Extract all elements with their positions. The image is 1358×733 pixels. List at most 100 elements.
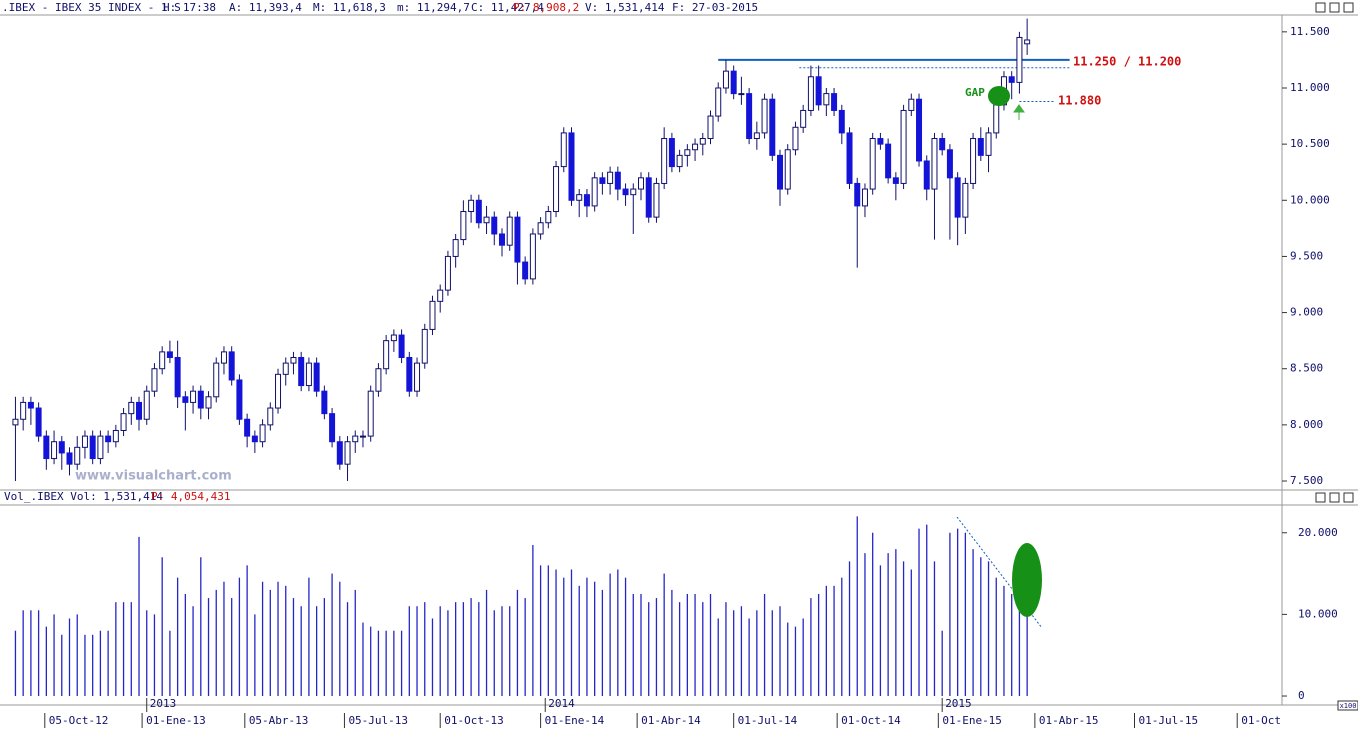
candle-body xyxy=(900,109,907,184)
candle-body xyxy=(475,199,482,224)
open: A: 11,393,4 xyxy=(229,1,302,14)
candle-body xyxy=(846,132,853,184)
candle-body xyxy=(228,351,235,381)
candle-body xyxy=(20,401,27,420)
candle-body xyxy=(120,413,127,431)
volume-unit: x100 xyxy=(1340,702,1357,710)
candle-body xyxy=(182,396,189,403)
candle-body xyxy=(460,211,467,241)
unit-box xyxy=(1337,700,1358,711)
candle-body xyxy=(769,98,776,156)
y-tick-label: 8.000 xyxy=(1290,418,1323,431)
arrow xyxy=(1013,104,1025,120)
candle-body xyxy=(715,87,722,117)
candle-body xyxy=(761,98,768,134)
candle-body xyxy=(298,356,305,387)
candle-body xyxy=(329,413,336,443)
candle-body xyxy=(977,138,984,156)
candle-body xyxy=(985,132,992,156)
window-buttons[interactable] xyxy=(1315,2,1354,503)
candle-body xyxy=(553,166,560,213)
volume-prev: P: 4,054,431 xyxy=(151,490,230,503)
y-tick-label: 10.000 xyxy=(1298,607,1338,620)
candle-body xyxy=(344,441,351,465)
candle-body xyxy=(244,418,251,437)
volume-label: Vol_.IBEX Vol: 1,531,414 xyxy=(4,490,163,503)
vol: V: 1,531,414 xyxy=(585,1,665,14)
button[interactable] xyxy=(1329,492,1340,503)
candle-body xyxy=(66,452,73,465)
candle-body xyxy=(105,435,112,443)
candle-body xyxy=(421,328,428,364)
candle-body xyxy=(35,407,42,437)
y-tick-label: 10.000 xyxy=(1290,193,1330,206)
candle-body xyxy=(970,138,977,184)
button[interactable] xyxy=(1315,492,1326,503)
candle-body xyxy=(576,194,583,201)
candle-body xyxy=(1008,76,1015,83)
candle-body xyxy=(599,177,606,184)
candle-body xyxy=(699,138,706,145)
date: F: 27-03-2015 xyxy=(672,1,758,14)
candle-body xyxy=(676,154,683,168)
candle-body xyxy=(429,300,436,330)
candle-body xyxy=(143,390,150,420)
candle-body xyxy=(545,211,552,224)
candle-body xyxy=(390,334,397,342)
candle-body xyxy=(746,93,753,140)
candle-body xyxy=(406,356,413,392)
high: M: 11,618,3 xyxy=(313,1,386,14)
candle-body xyxy=(190,390,197,403)
candle-body xyxy=(74,446,81,465)
candle-body xyxy=(81,435,88,448)
candle-body xyxy=(916,98,923,162)
candle-body xyxy=(591,177,598,207)
candle-body xyxy=(213,362,220,398)
candle-body xyxy=(807,76,814,111)
candle-body xyxy=(815,76,822,106)
watermark: www.visualchart.com xyxy=(75,469,232,484)
button[interactable] xyxy=(1329,2,1340,13)
plot: 7.500 8.000 8.500 9.000 9.500 10.000 10.500 11.… xyxy=(12,18,1338,728)
candle-body xyxy=(668,138,675,168)
candle-body xyxy=(514,216,521,263)
candle-body xyxy=(97,435,104,460)
button[interactable] xyxy=(1343,492,1354,503)
x-tick-label: 01-Oct-13 xyxy=(444,714,504,727)
candle-body xyxy=(684,149,691,156)
candle-body xyxy=(468,199,475,213)
candle-body xyxy=(452,239,459,257)
candle-body xyxy=(367,390,374,437)
candle-body xyxy=(568,132,575,201)
candle-body xyxy=(730,70,737,95)
x-tick-label: 05-Jul-13 xyxy=(348,714,408,727)
candle-body xyxy=(638,177,644,190)
button[interactable] xyxy=(1343,2,1354,13)
candle-body xyxy=(692,143,699,151)
candle-body xyxy=(267,407,274,426)
candle-body xyxy=(622,188,629,196)
candle-body xyxy=(1024,39,1031,45)
candle-body xyxy=(58,441,65,454)
candle-body xyxy=(89,435,96,460)
candle-body xyxy=(738,93,745,96)
candle-body xyxy=(112,429,119,443)
volume-marker xyxy=(1012,543,1042,617)
candle-body xyxy=(375,368,382,392)
candle-body xyxy=(352,435,359,443)
candle-body xyxy=(838,109,845,134)
candle-body xyxy=(383,340,390,370)
x-tick-label: 01-Abr-15 xyxy=(1039,714,1099,727)
candle-body xyxy=(444,255,451,291)
candle-body xyxy=(275,373,282,409)
candle-body xyxy=(560,132,567,168)
time: H: 17:38 xyxy=(163,1,216,14)
candle-body xyxy=(784,149,791,190)
candle-body xyxy=(205,396,212,409)
x-tick-label: 05-Abr-13 xyxy=(249,714,309,727)
button[interactable] xyxy=(1315,2,1326,13)
candle-body xyxy=(336,441,343,465)
candle-body xyxy=(236,379,243,420)
candle-body xyxy=(777,154,784,190)
y-tick-label: 20.000 xyxy=(1298,526,1338,539)
